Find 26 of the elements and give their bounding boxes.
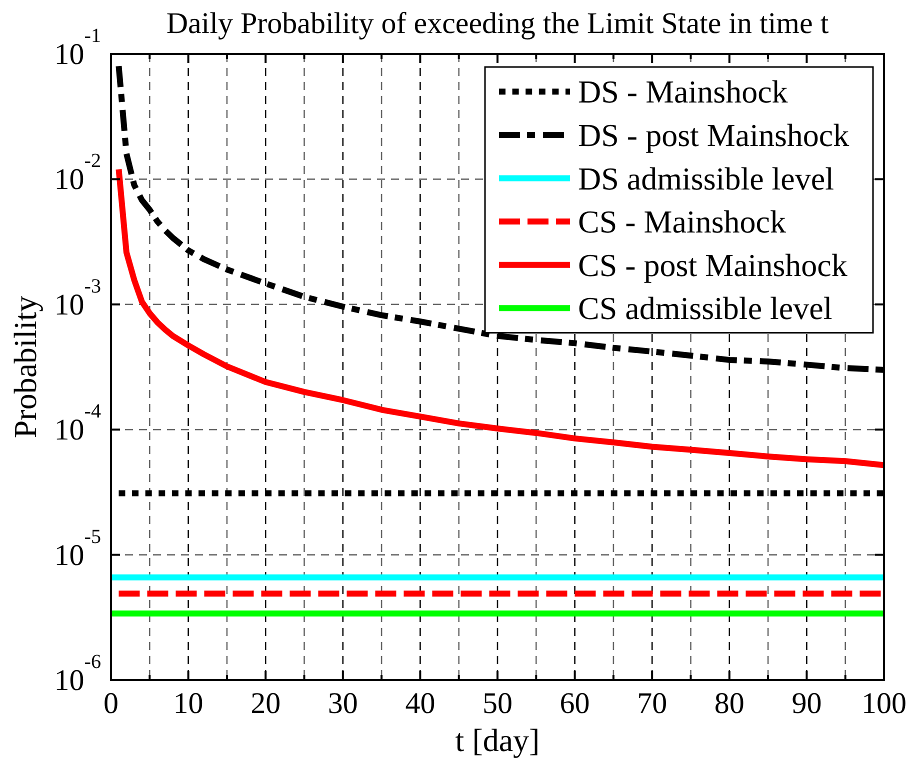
y-tick-label: 10$^{-6}$ <box>54 651 101 697</box>
x-tick-label: 10 <box>173 687 204 720</box>
legend-label: CS admissible level <box>578 290 832 326</box>
legend-label: DS admissible level <box>578 160 834 196</box>
x-tick-label: 40 <box>405 687 436 720</box>
x-tick-label: 70 <box>637 687 668 720</box>
x-tick-label: 60 <box>560 687 590 720</box>
x-axis-title: t [day] <box>455 722 540 758</box>
y-axis-title: Probability <box>7 296 43 438</box>
y-tick-label: 10$^{-5}$ <box>54 526 101 572</box>
chart-title: Daily Probability of exceeding the Limit State in time t <box>166 7 830 40</box>
x-tick-label: 50 <box>482 687 512 720</box>
legend-label: CS - Mainshock <box>578 204 786 240</box>
y-tick-label: 10$^{-2}$ <box>54 150 101 196</box>
legend-label: CS - post Mainshock <box>578 246 848 283</box>
x-tick-label: 20 <box>250 687 281 720</box>
y-tick-label: 10$^{-3}$ <box>54 276 101 322</box>
legend-label: DS - post Mainshock <box>578 116 850 153</box>
y-tick-label: 10$^{-1}$ <box>54 25 101 71</box>
x-tick-label: 90 <box>792 687 822 720</box>
x-tick-label: 80 <box>714 687 744 720</box>
x-tick-label: 0 <box>104 687 118 720</box>
x-tick-label: 100 <box>862 687 906 720</box>
x-tick-label: 30 <box>328 687 358 720</box>
legend-label: DS - Mainshock <box>578 74 788 110</box>
y-tick-label: 10$^{-4}$ <box>54 401 101 447</box>
